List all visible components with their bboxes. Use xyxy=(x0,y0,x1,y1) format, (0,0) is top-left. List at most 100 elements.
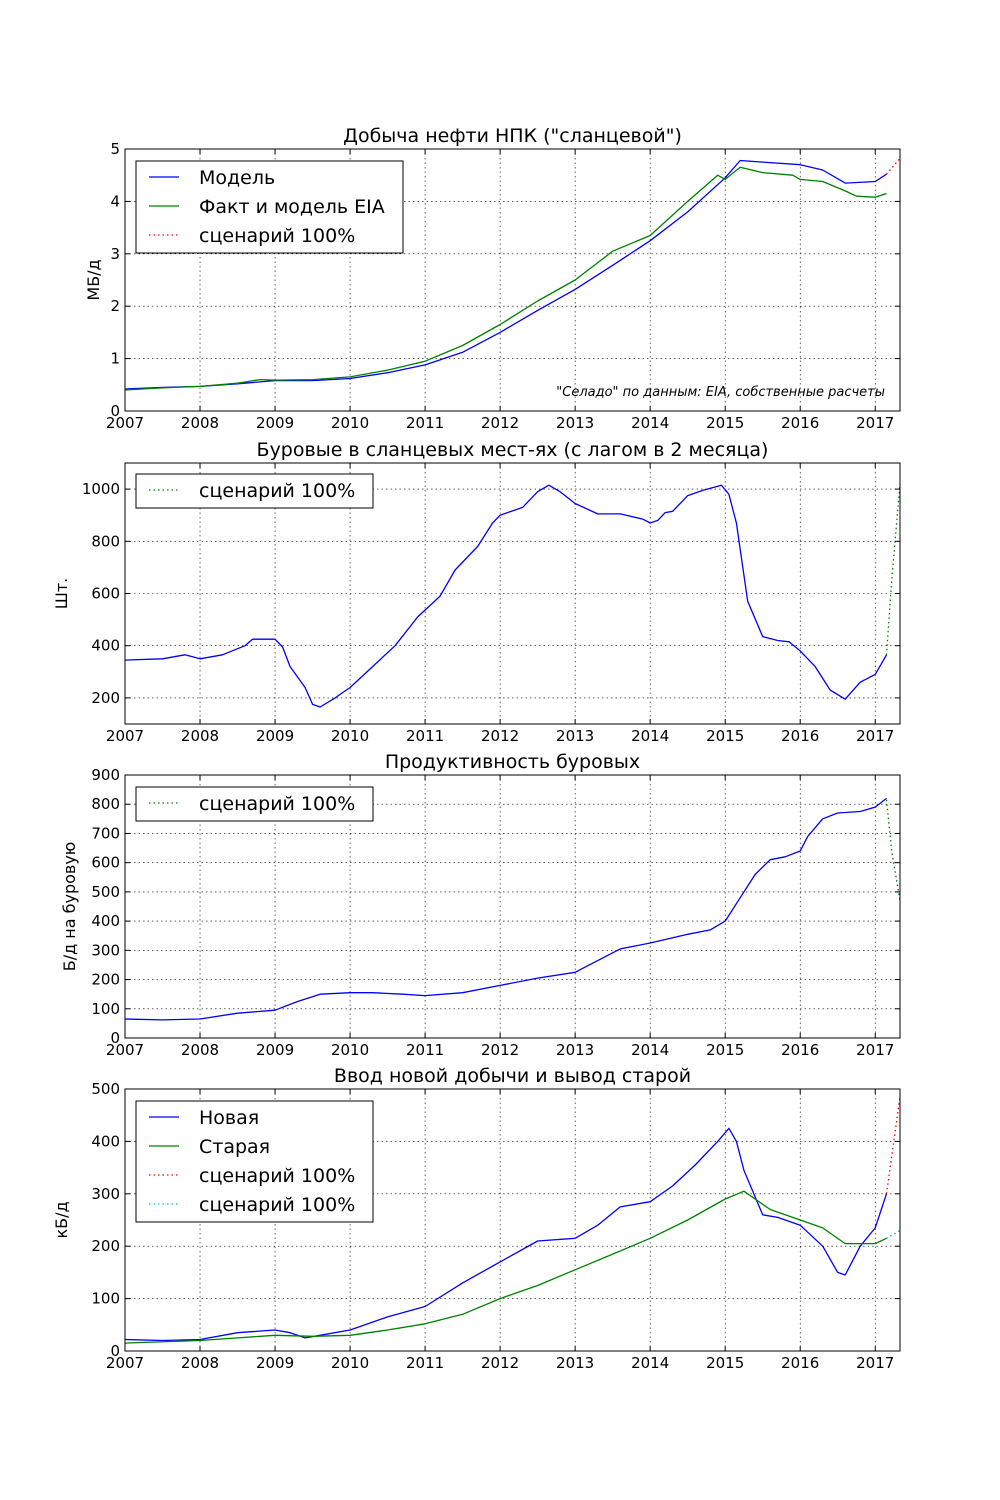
x-tick-label: 2011 xyxy=(406,414,444,432)
legend-entry: Факт и модель EIA xyxy=(199,196,385,218)
legend-entry: сценарий 100% xyxy=(199,1165,355,1187)
y-tick-label: 400 xyxy=(91,1132,120,1150)
x-tick-label: 2014 xyxy=(631,414,669,432)
x-tick-label: 2014 xyxy=(631,1041,669,1059)
x-tick-label: 2017 xyxy=(856,414,894,432)
y-tick-label: 600 xyxy=(91,854,120,872)
y-tick-label: 400 xyxy=(91,637,120,655)
x-tick-label: 2008 xyxy=(181,1354,219,1372)
series-line-2 xyxy=(124,166,887,391)
y-tick-label: 700 xyxy=(91,824,120,842)
y-tick-label: 300 xyxy=(91,941,120,959)
x-tick-label: 2015 xyxy=(706,1041,744,1059)
plot-frame xyxy=(124,774,901,1039)
x-tick-label: 2013 xyxy=(556,1354,594,1372)
legend-entry: сценарий 100% xyxy=(199,1194,355,1216)
legend: сценарий 100% xyxy=(135,473,374,509)
x-tick-label: 2013 xyxy=(556,414,594,432)
chart-title: Ввод новой добычи и вывод старой xyxy=(334,1065,691,1087)
x-tick-label: 2007 xyxy=(106,727,144,745)
x-tick-label: 2008 xyxy=(181,414,219,432)
x-tick-label: 2008 xyxy=(181,1041,219,1059)
y-tick-label: 1 xyxy=(110,350,120,368)
legend-box xyxy=(135,1100,374,1223)
y-tick-label: 200 xyxy=(91,1237,120,1255)
x-tick-label: 2011 xyxy=(406,1354,444,1372)
y-tick-label: 0 xyxy=(110,1342,120,1360)
series-line-1 xyxy=(124,484,888,708)
series-line-2 xyxy=(885,483,901,655)
legend-entry: сценарий 100% xyxy=(199,225,355,247)
y-tick-label: 600 xyxy=(91,585,120,603)
y-tick-label: 3 xyxy=(110,245,120,263)
y-tick-label: 4 xyxy=(110,192,120,210)
x-tick-label: 2012 xyxy=(481,414,519,432)
chart-title: Продуктивность буровых xyxy=(385,751,640,773)
y-tick-label: 900 xyxy=(91,766,120,784)
legend-box xyxy=(135,473,374,509)
x-tick-label: 2007 xyxy=(106,414,144,432)
x-tick-label: 2015 xyxy=(706,727,744,745)
x-tick-label: 2012 xyxy=(481,1041,519,1059)
x-tick-label: 2015 xyxy=(706,414,744,432)
legend-entry: сценарий 100% xyxy=(199,793,355,815)
plot-frame xyxy=(124,1088,901,1352)
y-tick-label: 100 xyxy=(91,1000,120,1018)
legend-entry: Модель xyxy=(199,167,275,189)
series-line-2 xyxy=(885,799,901,901)
chart-panel-1: 2007 2008 2009 2010 2011 2012 2013 2014 2015 2016… xyxy=(84,125,901,432)
series-line-3 xyxy=(885,1096,901,1194)
y-tick-label: 100 xyxy=(91,1290,120,1308)
legend-box xyxy=(135,160,404,254)
y-tick-label: 0 xyxy=(110,1029,120,1047)
x-tick-label: 2010 xyxy=(331,1354,369,1372)
x-tick-label: 2009 xyxy=(256,727,294,745)
x-tick-label: 2013 xyxy=(556,727,594,745)
y-tick-label: 300 xyxy=(91,1185,120,1203)
series-line-3 xyxy=(886,157,901,175)
x-tick-label: 2010 xyxy=(331,414,369,432)
x-tick-label: 2017 xyxy=(856,1041,894,1059)
y-tick-label: 5 xyxy=(110,140,120,158)
x-tick-label: 2014 xyxy=(631,1354,669,1372)
legend: сценарий 100% xyxy=(135,786,374,822)
y-tick-label: 800 xyxy=(91,795,120,813)
legend-entry: Новая xyxy=(199,1107,259,1129)
x-tick-label: 2008 xyxy=(181,727,219,745)
y-tick-label: 400 xyxy=(91,912,120,930)
x-tick-label: 2017 xyxy=(856,1354,894,1372)
x-tick-label: 2016 xyxy=(781,1354,819,1372)
y-axis-label: кБ/д xyxy=(52,1201,71,1238)
source-annotation: "Селадо" по данным: EIA, собственные рас… xyxy=(556,385,885,400)
x-tick-label: 2015 xyxy=(706,1354,744,1372)
x-tick-label: 2017 xyxy=(856,727,894,745)
legend-entry: сценарий 100% xyxy=(199,480,355,502)
legend: Модель Факт и модель EIA сценарий 100% xyxy=(135,160,404,254)
chart-panel-4: 2007 2008 2009 2010 2011 2012 2013 2014 2015 2016… xyxy=(52,1065,901,1372)
x-tick-label: 2011 xyxy=(406,1041,444,1059)
y-tick-label: 200 xyxy=(91,689,120,707)
series-line-1 xyxy=(124,159,887,390)
legend-box xyxy=(135,786,374,822)
chart-panel-2: 2007 2008 2009 2010 2011 2012 2013 2014 2015 2016… xyxy=(52,439,901,745)
y-tick-label: 200 xyxy=(91,971,120,989)
series-line-1 xyxy=(124,797,887,1021)
series-line-1 xyxy=(124,1127,888,1342)
x-tick-label: 2016 xyxy=(781,1041,819,1059)
series-line-2 xyxy=(124,1190,887,1344)
x-tick-label: 2009 xyxy=(256,1041,294,1059)
y-tick-label: 500 xyxy=(91,1080,120,1098)
x-tick-label: 2016 xyxy=(781,414,819,432)
y-axis-label: Шт. xyxy=(52,578,71,610)
y-axis-label: Б/д на буровую xyxy=(60,842,79,972)
x-tick-label: 2011 xyxy=(406,727,444,745)
x-tick-label: 2012 xyxy=(481,727,519,745)
chart-panel-3: 2007 2008 2009 2010 2011 2012 2013 2014 2015 2016… xyxy=(60,751,901,1059)
series-line-4 xyxy=(886,1229,901,1239)
legend-entry: Старая xyxy=(199,1136,270,1158)
plot-frame xyxy=(124,148,901,412)
x-tick-label: 2012 xyxy=(481,1354,519,1372)
y-tick-label: 1000 xyxy=(82,480,120,498)
y-tick-label: 800 xyxy=(91,532,120,550)
